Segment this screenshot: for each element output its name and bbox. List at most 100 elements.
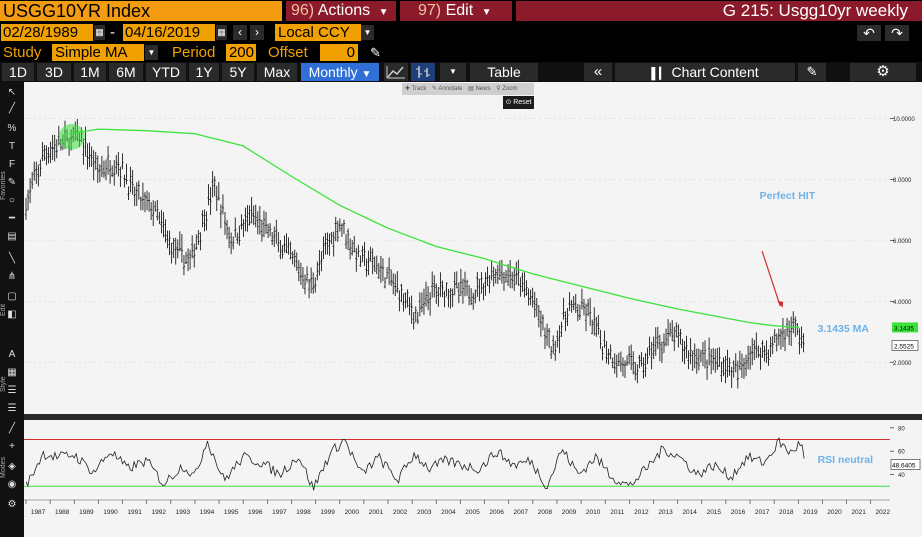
offset-field[interactable]: 0	[320, 44, 358, 61]
x-tick-label: 1993	[176, 509, 191, 516]
grid-tool-icon[interactable]: ▦	[7, 367, 17, 378]
price-last-value-badge	[891, 340, 919, 351]
chevron-down-icon[interactable]: ▼	[440, 63, 466, 81]
range-dash: -	[110, 24, 115, 41]
ma-point	[290, 175, 293, 177]
arrow-line	[761, 250, 781, 307]
list-tool-icon[interactable]: ☰	[7, 385, 17, 396]
x-axis-background	[24, 500, 922, 537]
line-tool-icon[interactable]: ╱	[8, 103, 16, 114]
edit-menu[interactable]: 97) Edit ▼	[400, 1, 512, 21]
period-3d-button[interactable]: 3D	[37, 63, 71, 81]
x-tick-label: 1997	[272, 509, 287, 516]
ma-point	[532, 273, 534, 275]
period-1m-button[interactable]: 1M	[74, 63, 106, 81]
period-label: Period	[172, 44, 216, 61]
x-tick-label: 1989	[79, 509, 94, 516]
edit-line-icon[interactable]: ╲	[8, 253, 16, 264]
fibonacci-icon[interactable]: F	[8, 159, 16, 170]
x-tick-label: 1994	[200, 509, 215, 516]
pencil-icon[interactable]: ✎	[370, 45, 381, 60]
chevron-down-icon[interactable]: ▼	[145, 45, 158, 60]
cursor-icon[interactable]: ↖	[7, 87, 17, 98]
period-5y-button[interactable]: 5Y	[222, 63, 254, 81]
brush-icon[interactable]: ✎	[7, 177, 17, 188]
date-range-bar: 02/28/1989 ▦ - 04/16/2019 ▦ ‹ › Local CC…	[0, 22, 922, 43]
actions-menu[interactable]: 96) Actions ▼	[286, 1, 396, 21]
x-tick-label: 1995	[224, 509, 239, 516]
rsi-neutral-annotation: RSI neutral	[818, 454, 874, 466]
ma-last-value-badge	[892, 322, 918, 333]
reset-icon: ⊙	[505, 99, 512, 106]
chart-content-button[interactable]: ▌▎ Chart Content	[615, 63, 795, 81]
track-tool[interactable]: ✚ Track	[405, 86, 427, 92]
x-tick-label: 1991	[127, 509, 142, 516]
rsi-last-value-label: 48.6405	[892, 463, 916, 470]
chart-area[interactable]: 10.0000 8.0000 6.0000 4.0000 2.0000 1987 1988 1…	[24, 82, 922, 537]
news-tool[interactable]: ▤ News	[468, 86, 491, 92]
edit-chart-icon[interactable]: ✎	[798, 63, 826, 81]
chevron-down-icon[interactable]: ▼	[361, 25, 374, 40]
end-date-field[interactable]: 04/16/2019	[123, 24, 215, 41]
bar-chart-icon[interactable]	[411, 63, 435, 81]
panel-separator	[24, 414, 922, 420]
gear-icon[interactable]: ⚙	[7, 499, 17, 510]
offset-label: Offset	[268, 44, 308, 61]
x-tick-label: 1998	[296, 509, 311, 516]
period-1d-button[interactable]: 1D	[2, 63, 34, 81]
x-tick-label: 2003	[417, 509, 432, 516]
square-tool-icon[interactable]: ▢	[7, 291, 17, 302]
pitchfork-icon[interactable]: ⋔	[7, 271, 17, 282]
font-tool-icon[interactable]: A	[8, 349, 16, 360]
ma-point	[242, 145, 244, 147]
price-last-value-label: 2.5525	[894, 343, 914, 350]
x-tick-label: 2017	[755, 509, 770, 516]
channel-tool-icon[interactable]: ▤	[7, 231, 17, 242]
list-tool-icon[interactable]: ☰	[7, 403, 17, 414]
reset-button[interactable]: ⊙ Reset	[503, 96, 534, 109]
chevron-left-icon[interactable]: ‹	[233, 25, 247, 40]
pen-tool-icon[interactable]: ╱	[8, 423, 16, 434]
rsi-tick-label: 60	[898, 450, 905, 456]
start-date-field[interactable]: 02/28/1989	[1, 24, 93, 41]
period-field[interactable]: 200	[226, 44, 256, 61]
currency-select[interactable]: Local CCY	[275, 24, 361, 41]
period-1y-button[interactable]: 1Y	[189, 63, 219, 81]
annotate-tool[interactable]: ✎ Annotate	[432, 86, 463, 92]
line-chart-icon[interactable]	[384, 63, 408, 81]
x-tick-label: 2002	[393, 509, 408, 516]
x-tick-label: 2009	[562, 509, 577, 516]
undo-icon[interactable]: ↶	[857, 25, 881, 41]
text-tool-icon[interactable]: T	[8, 141, 16, 152]
moving-average-line	[69, 128, 799, 329]
ma-point	[194, 133, 196, 135]
period-6m-button[interactable]: 6M	[109, 63, 143, 81]
fill-tool-icon[interactable]: ◧	[7, 309, 17, 320]
frequency-select[interactable]: Monthly ▼	[301, 63, 379, 81]
arrow-head-icon	[777, 300, 784, 308]
study-select[interactable]: Simple MA	[52, 44, 144, 61]
zoom-tool-icon[interactable]: ◈	[8, 461, 16, 472]
rsi-last-value-badge	[890, 459, 921, 470]
redo-icon[interactable]: ↷	[885, 25, 909, 41]
percent-tool-icon[interactable]: %	[7, 123, 17, 134]
chevron-right-icon[interactable]: ›	[250, 25, 264, 40]
zoom-tool[interactable]: ⚲ Zoom	[496, 86, 518, 92]
price-bars	[24, 118, 805, 389]
horizontal-line-icon[interactable]: ━	[8, 213, 16, 224]
table-button[interactable]: Table	[470, 63, 538, 81]
period-ytd-button[interactable]: YTD	[146, 63, 186, 81]
ma-point	[797, 326, 799, 329]
style-section-label: Style	[0, 376, 7, 392]
x-tick-label: 2012	[634, 509, 649, 516]
ticker-field[interactable]: USGG10YR Index	[0, 1, 282, 21]
calendar-icon[interactable]: ▦	[94, 25, 105, 40]
plus-tool-icon[interactable]: +	[9, 441, 15, 452]
gear-icon[interactable]: ⚙	[850, 63, 916, 81]
x-tick-label: 2007	[514, 509, 529, 516]
calendar-icon[interactable]: ▦	[216, 25, 227, 40]
period-max-button[interactable]: Max	[257, 63, 297, 81]
circle-tool-icon[interactable]: ○	[8, 195, 16, 206]
collapse-left-icon[interactable]: «	[584, 63, 612, 81]
color-tool-icon[interactable]: ◉	[7, 479, 17, 490]
